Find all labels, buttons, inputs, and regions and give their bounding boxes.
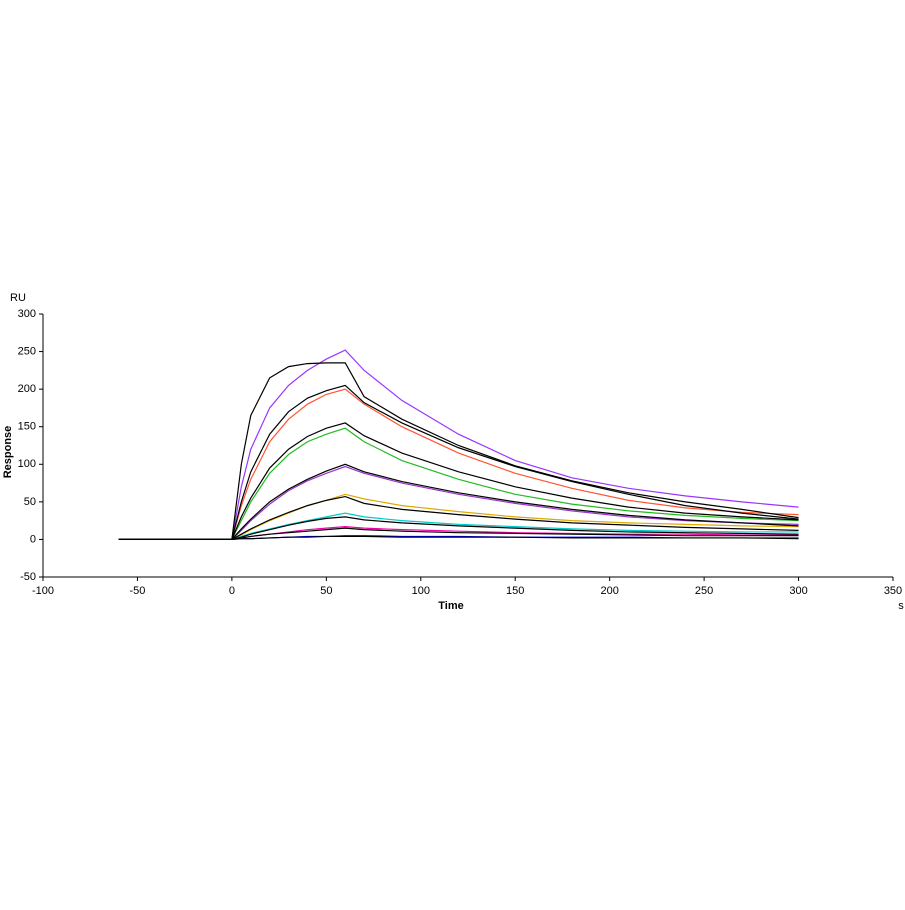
x-tick-label: 50: [320, 585, 332, 597]
x-tick-label: 200: [600, 585, 618, 597]
x-tick-label: 250: [695, 585, 713, 597]
sensorgram-line: [118, 463, 799, 541]
x-tick-label: -100: [32, 585, 54, 597]
y-tick-label: 100: [18, 458, 36, 470]
sensorgram-line: [118, 362, 799, 541]
x-tick-label: 100: [412, 585, 430, 597]
x-unit: s: [898, 600, 904, 612]
y-tick-label: -50: [20, 571, 36, 583]
y-tick-label: 50: [24, 496, 36, 508]
sensorgram-line: [118, 384, 799, 541]
sensorgram-line: [118, 349, 799, 541]
sensorgram-line: [118, 516, 799, 541]
sensorgram-line: [118, 388, 799, 541]
x-tick-label: 300: [789, 585, 807, 597]
sensorgram-line: [118, 465, 799, 541]
x-axis-label: Time: [438, 600, 463, 612]
sensorgram-line: [118, 493, 799, 541]
y-tick-label: 0: [30, 533, 36, 545]
x-tick-label: 0: [229, 585, 235, 597]
x-tick-label: 150: [506, 585, 524, 597]
y-unit: RU: [10, 292, 26, 304]
sensorgram-line: [118, 495, 799, 541]
y-tick-label: 250: [18, 345, 36, 357]
sensorgram-line: [118, 535, 799, 541]
y-tick-label: 150: [18, 421, 36, 433]
y-axis-label: Response: [2, 426, 14, 479]
x-tick-label: 350: [884, 585, 902, 597]
sensorgram-line: [118, 527, 799, 541]
y-tick-label: 300: [18, 308, 36, 320]
x-tick-label: -50: [129, 585, 145, 597]
sensorgram-line: [118, 512, 799, 541]
y-tick-label: 200: [18, 383, 36, 395]
sensorgram-line: [118, 427, 799, 541]
sensorgram-line: [118, 422, 799, 541]
